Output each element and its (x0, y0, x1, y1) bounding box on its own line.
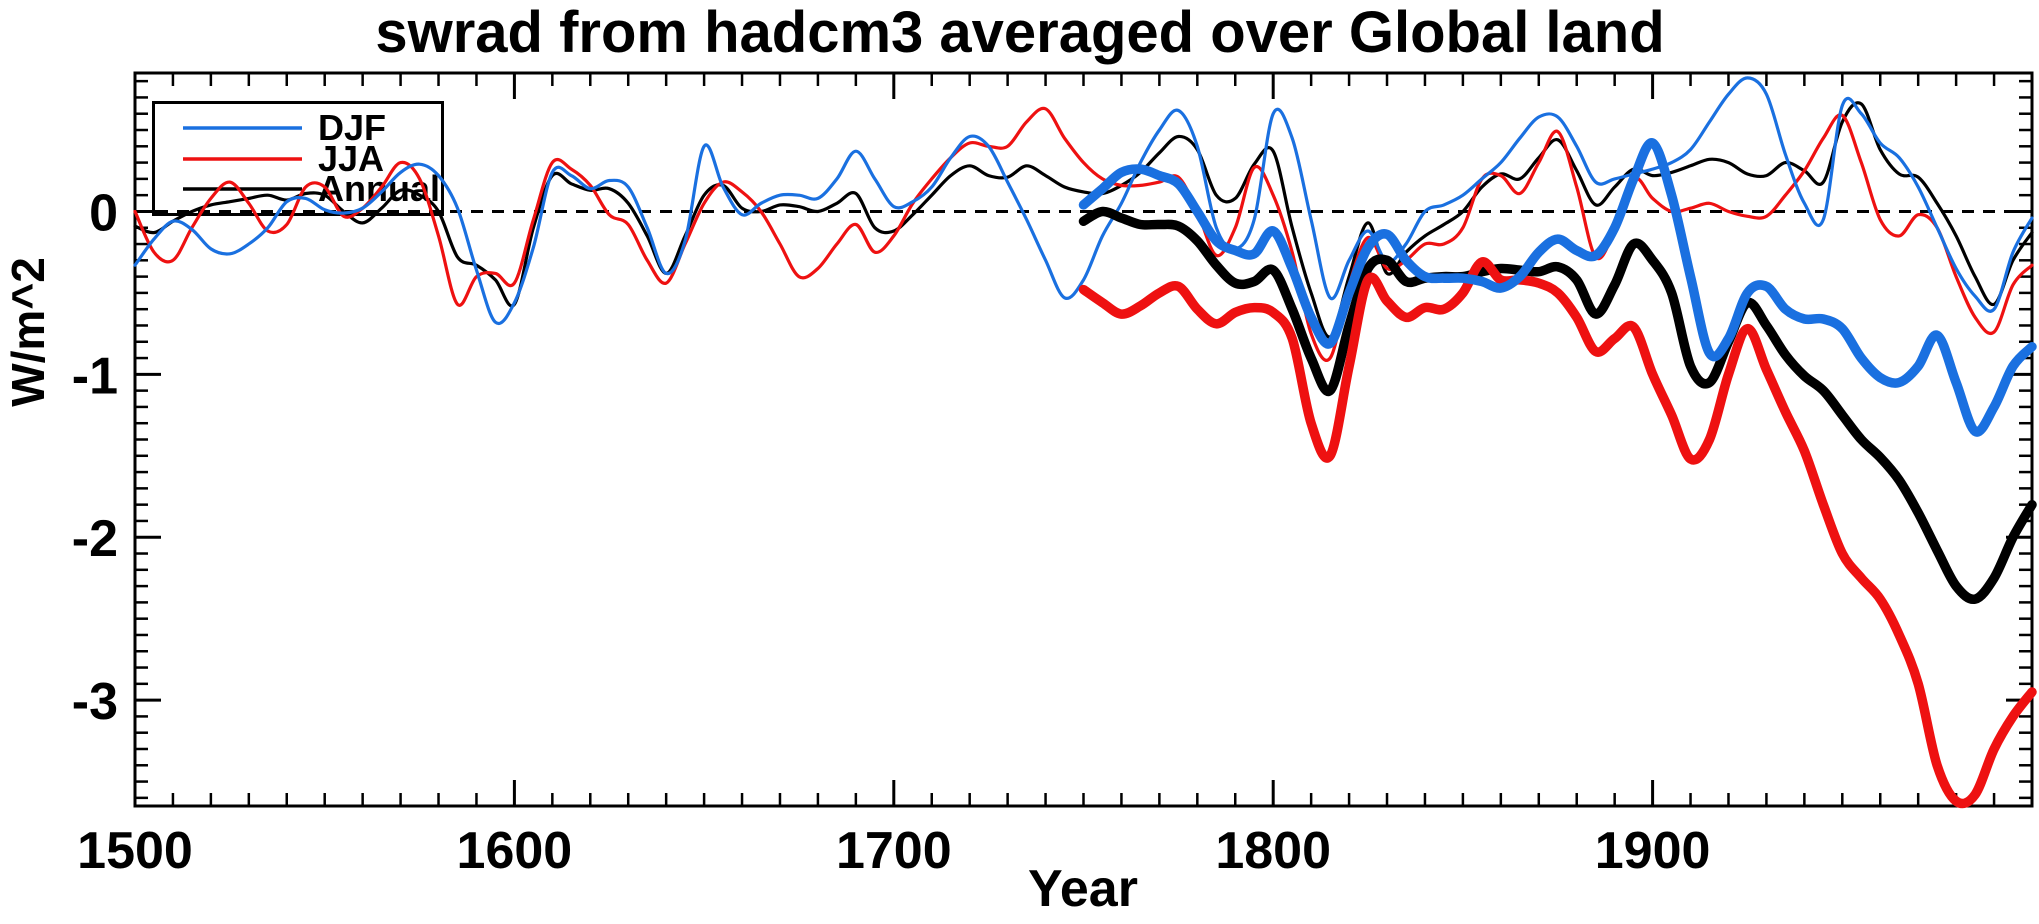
y-tick-label: 0 (89, 184, 118, 242)
y-tick-label: -3 (72, 673, 118, 731)
x-tick-label: 1800 (1215, 822, 1331, 880)
series-path-djf-thick (1078, 138, 2037, 437)
y-axis-label: W/m^2 (2, 257, 54, 407)
y-tick-label: -1 (72, 347, 118, 405)
chart-title: swrad from hadcm3 averaged over Global l… (375, 0, 1664, 65)
y-tick-label: -2 (72, 510, 118, 568)
legend-label-djf: DJF (318, 107, 386, 148)
series-path-djf-thin (133, 76, 2034, 326)
x-tick-label: 1900 (1595, 822, 1711, 880)
series-path-jja-thick (1078, 257, 2037, 809)
legend-label-jja: JJA (318, 138, 384, 179)
x-tick-label: 1500 (77, 822, 193, 880)
series-curves (133, 76, 2037, 809)
x-axis-label: Year (1028, 860, 1138, 918)
legend: DJF JJA Annual (152, 101, 444, 216)
x-tick-label: 1700 (836, 822, 952, 880)
legend-box (152, 101, 444, 216)
series-path-annual-thin (133, 101, 2034, 339)
series-path-annual-thick (1078, 206, 2037, 605)
axes: 1500 1600 1700 1800 1900 0 -1 -2 -3 (72, 71, 2034, 880)
series-path-jja-thin (133, 106, 2034, 362)
x-tick-label: 1600 (457, 822, 573, 880)
